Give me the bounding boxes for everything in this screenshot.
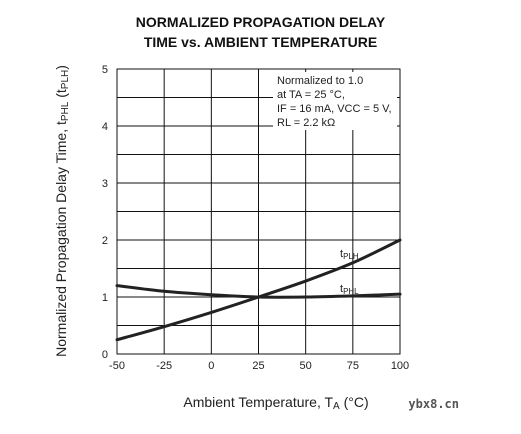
series-line-tphl [115,284,402,299]
y-axis-label: Normalized Propagation Delay Time, tPHL … [53,65,71,357]
x-tick-label: -25 [156,360,172,372]
chart-title-line1: NORMALIZED PROPAGATION DELAY [135,14,386,30]
plot-frame [116,68,401,355]
x-tick-labels: -50 -25 0 25 50 75 100 [109,360,409,372]
y-tick-label: 4 [102,121,108,133]
y-tick-label: 1 [102,292,108,304]
annotation: Normalized to 1.0 at TA = 25 °C, IF = 16… [277,75,392,129]
x-tick-label: 50 [300,360,312,372]
x-tick-label: 100 [391,360,409,372]
x-tick-label: -50 [109,360,125,372]
x-tick-label: 0 [208,360,214,372]
y-tick-labels: 0 1 2 3 4 5 [102,64,108,361]
y-tick-label: 5 [102,64,108,76]
watermark: ybx8.cn [406,397,461,411]
y-tick-label: 3 [102,178,108,190]
x-tick-label: 25 [252,360,264,372]
data-series [115,238,402,342]
chart-title-line2: TIME vs. AMBIENT TEMPERATURE [143,34,378,50]
y-tick-label: 2 [102,235,108,247]
y-tick-label: 0 [102,349,108,361]
x-axis-label: Ambient Temperature, TA (°C) [183,394,368,412]
annotation-line4: RL = 2.2 kΩ [277,117,335,129]
x-tick-label: 75 [347,360,359,372]
series-label-tplh: tPLH [340,248,359,261]
annotation-line2: at TA = 25 °C, [277,89,345,101]
annotation-background [273,72,397,130]
series-label-tphl: tPHL [340,283,359,296]
annotation-line1: Normalized to 1.0 [277,75,363,87]
annotation-line3: IF = 16 mA, VCC = 5 V, [277,103,392,115]
